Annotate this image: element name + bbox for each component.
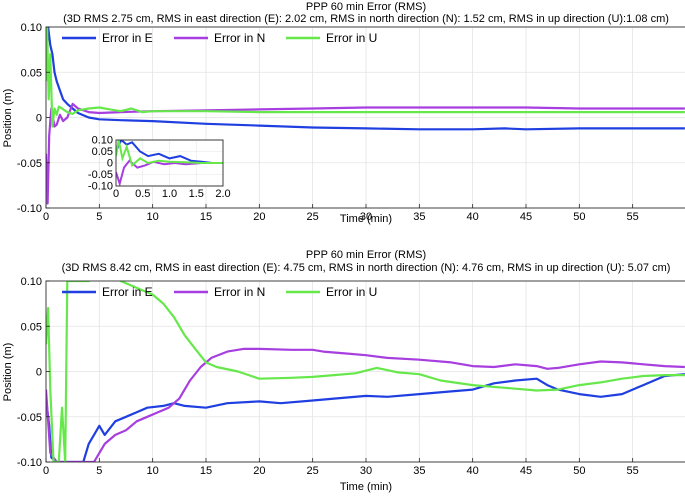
inset-y-tick-label: 0 [107, 158, 113, 170]
legend-label: Error in U [326, 285, 377, 299]
series-line-error-in-e [46, 27, 685, 131]
x-tick-label: 25 [307, 465, 319, 477]
chart-title-top: PPP 60 min Error (RMS) [306, 1, 426, 13]
inset-y-tick-label: -0.10 [88, 181, 113, 193]
x-tick-label: 55 [627, 465, 639, 477]
chart-title-bottom: PPP 60 min Error (RMS) [306, 249, 426, 261]
series-line-error-in-n [46, 347, 685, 462]
x-tick-label: 0 [43, 465, 49, 477]
y-tick-label: 0.05 [21, 67, 42, 79]
ticks-top: 0 5 10 15 20 25 30 35 40 45 50 550.100.050-0.05-0.1… [17, 22, 639, 223]
y-tick-label: 0.10 [21, 22, 42, 34]
x-tick-label: 10 [147, 211, 159, 223]
legend-bottom: Error in E Error in N Error in U [62, 285, 377, 299]
legend-label: Error in N [214, 285, 265, 299]
inset-y-tick-label: 0.05 [92, 146, 113, 158]
x-tick-label: 25 [307, 211, 319, 223]
y-axis-label-bottom: Position (m) [2, 343, 14, 402]
x-tick-label: 20 [253, 211, 265, 223]
chart-subtitle-top: (3D RMS 2.75 cm, RMS in east direction (… [63, 13, 669, 25]
x-tick-label: 5 [96, 465, 102, 477]
x-tick-label: 45 [520, 465, 532, 477]
x-tick-label: 20 [253, 465, 265, 477]
inset-x-tick-label: 1.0 [162, 188, 177, 200]
inset-top: 0 0.5 1.0 1.5 2.00.100.050-0.05-0.10 [88, 135, 231, 201]
x-tick-label: 15 [200, 465, 212, 477]
x-tick-label: 10 [147, 465, 159, 477]
legend-label: Error in N [214, 31, 265, 45]
x-tick-label: 30 [360, 465, 372, 477]
inset-x-tick-label: 0 [113, 188, 119, 200]
legend-top: Error in E Error in N Error in U [62, 31, 377, 45]
legend-label: Error in U [326, 31, 377, 45]
x-tick-label: 35 [413, 211, 425, 223]
inset-x-tick-label: 0.5 [135, 188, 150, 200]
inset-border [115, 139, 224, 187]
x-tick-label: 40 [467, 211, 479, 223]
y-tick-label: 0.05 [21, 321, 42, 333]
inset-x-tick-label: 2.0 [215, 188, 230, 200]
inset-x-tick-label: 1.5 [189, 188, 204, 200]
y-tick-label: -0.10 [17, 203, 42, 215]
panel-top: PPP 60 min Error (RMS) (3D RMS 2.75 cm, … [2, 1, 685, 225]
y-axis-label-top: Position (m) [2, 89, 14, 148]
x-axis-label-bottom: Time (min) [340, 481, 392, 493]
x-tick-label: 55 [627, 211, 639, 223]
x-tick-label: 35 [413, 465, 425, 477]
y-tick-label: 0 [36, 367, 42, 379]
inset-series-line [116, 140, 223, 168]
inset-y-tick-label: -0.05 [88, 169, 113, 181]
series-line-error-in-n [46, 102, 685, 205]
series-line-error-in-u [46, 27, 685, 128]
legend-label: Error in E [102, 285, 153, 299]
y-tick-label: -0.10 [17, 457, 42, 469]
x-tick-label: 45 [520, 211, 532, 223]
ticks-bottom: 0 5 10 15 20 25 30 35 40 45 50 55 0.10 0.05 0 -0.05 -0.1… [17, 276, 639, 477]
y-tick-label: 0 [36, 113, 42, 125]
x-axis-label-top: Time (min) [340, 213, 392, 225]
x-tick-label: 15 [200, 211, 212, 223]
legend-label: Error in E [102, 31, 153, 45]
y-tick-label: -0.05 [17, 412, 42, 424]
y-tick-label: -0.05 [17, 158, 42, 170]
series-line-error-in-e [46, 373, 685, 462]
x-tick-label: 40 [467, 465, 479, 477]
x-tick-label: 0 [43, 211, 49, 223]
x-tick-label: 50 [573, 465, 585, 477]
inset-y-tick-label: 0.10 [92, 135, 113, 147]
x-tick-label: 5 [96, 211, 102, 223]
chart-subtitle-bottom: (3D RMS 8.42 cm, RMS in east direction (… [62, 262, 671, 274]
x-tick-label: 30 [360, 211, 372, 223]
series-line-error-in-u [46, 281, 685, 462]
x-tick-label: 50 [573, 211, 585, 223]
y-tick-label: 0.10 [21, 276, 42, 288]
panel-bottom: PPP 60 min Error (RMS) (3D RMS 8.42 cm, … [2, 249, 685, 493]
